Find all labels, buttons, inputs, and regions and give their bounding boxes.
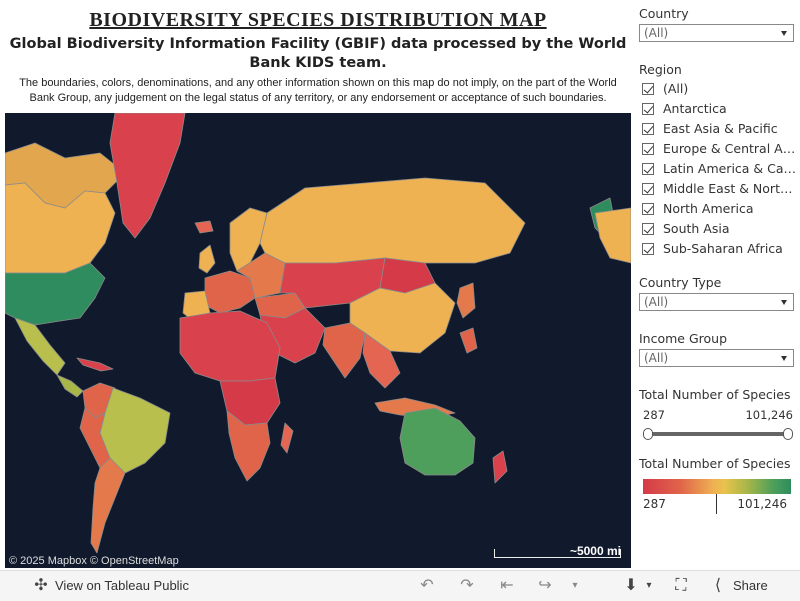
color-legend-gradient [643,479,791,494]
checkbox-checked-icon[interactable] [642,143,654,155]
region-canada-east [594,207,631,264]
download-chevron-icon[interactable]: ▾ [646,580,652,591]
page-title: BIODIVERSITY SPECIES DISTRIBUTION MAP [89,9,547,31]
slider-max-handle[interactable] [783,428,793,440]
map-attribution[interactable]: © 2025 Mapbox © OpenStreetMap [9,555,179,567]
region-madagascar [280,422,294,454]
checkbox-checked-icon[interactable] [642,83,654,95]
region-checkbox-sub-saharan[interactable]: Sub-Saharan Africa [642,241,797,259]
region-checkbox-north-america[interactable]: North America [642,201,797,219]
region-usa [5,262,106,326]
revert-icon[interactable]: ⇤ [500,577,514,594]
legend-values: 287 101,246 [643,497,793,511]
country-type-dropdown[interactable]: (All) [639,293,794,311]
country-dropdown[interactable]: (All) [639,24,794,42]
region-iceland [194,220,214,234]
region-greenland [109,113,186,239]
region-caribbean [76,357,114,372]
country-dropdown-value: (All) [644,26,669,40]
region-australia [399,407,476,476]
species-range-label: Total Number of Species [639,387,791,402]
region-uk [198,244,216,274]
world-map[interactable]: © 2025 Mapbox © OpenStreetMap ~5000 mi [5,113,631,568]
scale-bar [494,549,621,558]
species-range-min: 287 [643,408,665,422]
share-button[interactable]: Share [733,578,768,593]
region-pacific-islands [459,327,478,354]
legend-max: 101,246 [737,497,787,511]
region-se-asia [362,332,401,389]
share-icon[interactable]: ⟨ [714,577,722,594]
region-checkbox-middle-east[interactable]: Middle East & North ... [642,181,797,199]
checkbox-checked-icon[interactable] [642,123,654,135]
slider-min-handle[interactable] [643,428,653,440]
page-subtitle: Global Biodiversity Information Facility… [9,36,627,71]
region-filter-label: Region [639,62,682,77]
legend-tick [716,494,717,514]
country-filter-label: Country [639,6,689,21]
tableau-toolbar: ✣ View on Tableau Public ↶ ↷ ⇤ ↪ ▾ ⬇ ▾ ⛶… [0,570,800,601]
checkbox-checked-icon[interactable] [642,223,654,235]
download-icon[interactable]: ⬇ [624,577,638,594]
undo-icon[interactable]: ↶ [420,577,434,594]
checkbox-checked-icon[interactable] [642,103,654,115]
map-header: BIODIVERSITY SPECIES DISTRIBUTION MAP Gl… [0,0,636,110]
checkbox-checked-icon[interactable] [642,243,654,255]
region-new-zealand [492,450,508,484]
filter-panel: Country (All) Region (All) Antarctica Ea… [639,0,797,570]
region-argentina [90,457,126,554]
legend-label: Total Number of Species [639,456,791,471]
tableau-logo-icon[interactable]: ✣ [34,577,48,594]
income-group-filter-label: Income Group [639,331,728,346]
region-checkbox-latin-america[interactable]: Latin America & Carib... [642,161,797,179]
checkbox-checked-icon[interactable] [642,203,654,215]
region-checkbox-all[interactable]: (All) [642,81,797,99]
region-checkbox-antarctica[interactable]: Antarctica [642,101,797,119]
region-checkbox-east-asia[interactable]: East Asia & Pacific [642,121,797,139]
income-group-dropdown-value: (All) [644,351,669,365]
chevron-down-icon [781,300,787,305]
chevron-down-icon[interactable]: ▾ [572,580,578,591]
income-group-dropdown[interactable]: (All) [639,349,794,367]
map-canvas[interactable] [5,113,631,568]
region-mexico [14,317,66,376]
region-africa-south [226,410,271,482]
forward-icon[interactable]: ↪ [538,577,552,594]
redo-icon[interactable]: ↷ [460,577,474,594]
region-japan [456,282,476,319]
legend-min: 287 [643,497,666,511]
region-checkbox-europe[interactable]: Europe & Central Asia [642,141,797,159]
region-scandinavia [229,207,268,272]
species-range-max: 101,246 [745,408,793,422]
scale-label: ~5000 mi [569,544,621,558]
region-checkbox-south-asia[interactable]: South Asia [642,221,797,239]
region-europe-west [204,270,256,314]
view-on-tableau-link[interactable]: View on Tableau Public [55,578,189,593]
fullscreen-icon[interactable]: ⛶ [675,577,687,594]
country-type-filter-label: Country Type [639,275,722,290]
species-range-values: 287 101,246 [643,408,793,422]
checkbox-checked-icon[interactable] [642,183,654,195]
region-central-america [56,374,84,398]
disclaimer-text: The boundaries, colors, denominations, a… [19,77,617,104]
checkbox-checked-icon[interactable] [642,163,654,175]
region-russia [259,177,526,264]
chevron-down-icon [781,356,787,361]
chevron-down-icon [781,31,787,36]
country-type-dropdown-value: (All) [644,295,669,309]
species-range-slider[interactable] [647,432,787,436]
region-india [322,322,366,379]
